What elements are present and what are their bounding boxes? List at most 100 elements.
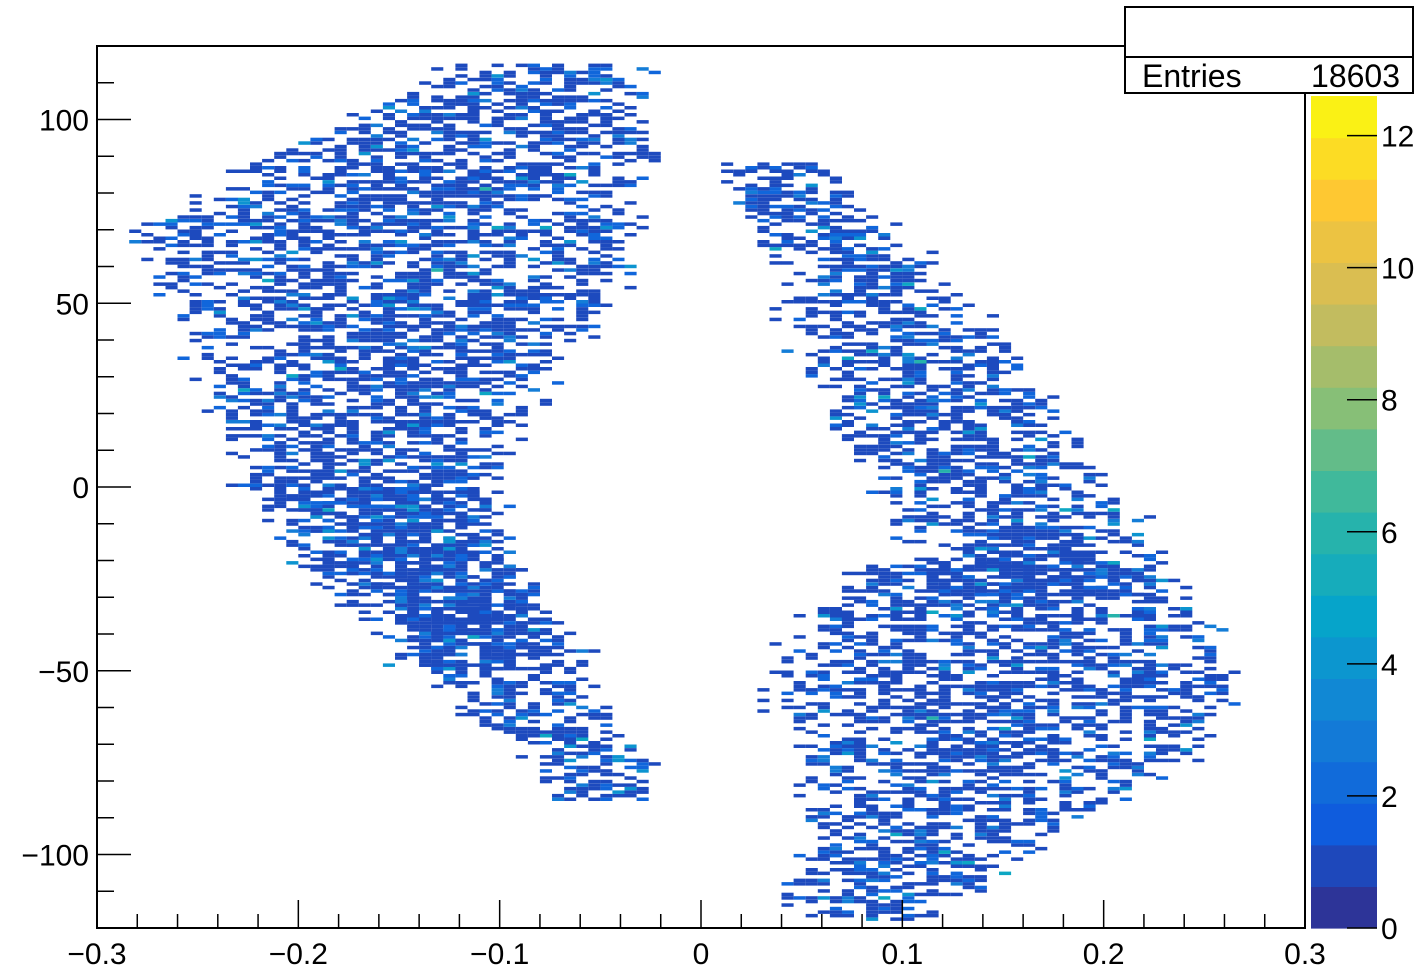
histogram-bin (1131, 666, 1144, 671)
histogram-bin (455, 264, 468, 269)
histogram-bin (298, 398, 311, 403)
histogram-bin (1023, 434, 1036, 438)
histogram-bin (612, 264, 625, 269)
histogram-bin (974, 868, 987, 872)
histogram-bin (1192, 638, 1205, 643)
histogram-bin (322, 550, 335, 554)
histogram-bin (938, 599, 951, 604)
histogram-bin (274, 261, 287, 265)
histogram-bin (1011, 839, 1024, 844)
histogram-bin (153, 222, 166, 226)
histogram-bin (358, 462, 371, 466)
histogram-bin (999, 793, 1012, 798)
histogram-bin (527, 702, 540, 706)
histogram-bin (552, 317, 565, 322)
histogram-bin (382, 525, 395, 530)
histogram-bin (817, 663, 830, 667)
histogram-bin (588, 797, 601, 801)
histogram-bin (539, 335, 552, 339)
histogram-bin (902, 892, 915, 897)
histogram-bin (382, 338, 395, 343)
histogram-bin (576, 268, 589, 272)
histogram-bin (310, 356, 323, 360)
histogram-bin (491, 684, 504, 689)
histogram-bin (467, 628, 480, 632)
histogram-bin (346, 599, 359, 604)
histogram-bin (467, 642, 480, 646)
histogram-bin (346, 515, 359, 519)
histogram-bin (479, 723, 492, 727)
histogram-bin (467, 289, 480, 293)
histogram-bin (914, 515, 927, 519)
histogram-bin (866, 423, 879, 427)
histogram-bin (962, 737, 975, 741)
histogram-bin (1083, 543, 1096, 547)
histogram-bin (1023, 412, 1036, 417)
histogram-bin (1035, 726, 1048, 731)
histogram-bin (419, 638, 432, 643)
histogram-bin (974, 589, 987, 593)
histogram-bin (237, 331, 250, 336)
histogram-bin (250, 190, 263, 195)
histogram-bin (962, 451, 975, 456)
histogram-bin (407, 271, 420, 276)
histogram-bin (334, 367, 347, 371)
histogram-bin (588, 769, 601, 773)
histogram-bin (999, 589, 1012, 593)
histogram-bin (479, 709, 492, 713)
histogram-bin (491, 293, 504, 297)
histogram-bin (527, 321, 540, 325)
histogram-bin (177, 240, 190, 244)
histogram-bin (938, 384, 951, 389)
histogram-bin (322, 469, 335, 473)
histogram-bin (986, 726, 999, 731)
histogram-bin (1035, 494, 1048, 498)
histogram-bin (443, 666, 456, 671)
histogram-bin (491, 709, 504, 713)
histogram-bin (250, 398, 263, 403)
histogram-bin (1071, 494, 1084, 498)
histogram-bin (962, 755, 975, 759)
histogram-bin (588, 335, 601, 339)
histogram-bin (914, 832, 927, 837)
histogram-bin (407, 469, 420, 473)
histogram-bin (938, 420, 951, 424)
histogram-bin (395, 578, 408, 583)
histogram-bin (914, 307, 927, 311)
histogram-bin (491, 243, 504, 248)
histogram-bin (938, 543, 951, 547)
histogram-bin (854, 324, 867, 329)
histogram-bin (890, 405, 903, 410)
histogram-bin (878, 829, 891, 833)
histogram-bin (467, 607, 480, 611)
histogram-bin (443, 642, 456, 646)
histogram-bin (841, 423, 854, 427)
histogram-bin (1071, 631, 1084, 636)
histogram-bin (564, 779, 577, 784)
histogram-bin (479, 508, 492, 512)
histogram-bin (938, 808, 951, 812)
histogram-bin (974, 331, 987, 336)
histogram-bin (431, 437, 444, 442)
histogram-bin (539, 324, 552, 329)
histogram-bin (407, 250, 420, 255)
histogram-bin (431, 384, 444, 389)
histogram-bin (938, 561, 951, 565)
histogram-bin (334, 578, 347, 583)
histogram-bin (370, 585, 383, 590)
histogram-bin (1035, 723, 1048, 727)
histogram-bin (1047, 536, 1060, 540)
histogram-bin (515, 712, 528, 717)
histogram-bin (866, 388, 879, 392)
histogram-bin (431, 617, 444, 621)
histogram-bin (395, 381, 408, 385)
histogram-bin (370, 437, 383, 442)
histogram-bin (757, 240, 770, 244)
histogram-bin (926, 913, 939, 918)
histogram-bin (950, 469, 963, 473)
histogram-bin (841, 405, 854, 410)
histogram-bin (262, 409, 275, 413)
histogram-bin (274, 497, 287, 502)
histogram-bin (455, 430, 468, 435)
histogram-bin (346, 208, 359, 212)
